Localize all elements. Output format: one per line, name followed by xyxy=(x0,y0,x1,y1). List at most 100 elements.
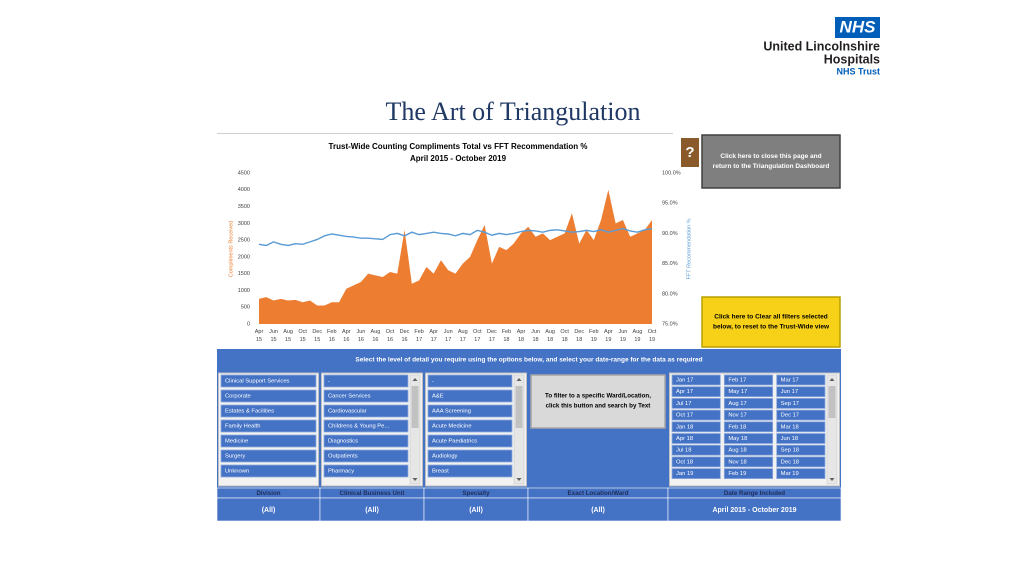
slicer-item-text[interactable]: Acute Paediatrics xyxy=(432,439,477,445)
close-button-box[interactable] xyxy=(701,134,841,189)
scroll-up[interactable] xyxy=(412,378,418,381)
slicer-item-box[interactable] xyxy=(220,404,317,418)
slicer-item[interactable]: A&E xyxy=(427,389,513,403)
slicer-item-text[interactable]: Feb 19 xyxy=(728,471,746,477)
slicer-item[interactable]: Jan 19 xyxy=(671,468,721,480)
slicer-item[interactable]: Acute Medicine xyxy=(427,419,513,433)
slicer-item-text[interactable]: Apr 17 xyxy=(676,389,693,395)
slicer-item-box[interactable] xyxy=(323,404,409,418)
slicer-item-box[interactable] xyxy=(723,468,774,480)
scroll-down[interactable] xyxy=(829,478,835,481)
close-button[interactable]: Click here to close this page and return … xyxy=(701,134,841,189)
slicer-item-box[interactable] xyxy=(671,468,721,480)
slicer-item-box[interactable] xyxy=(323,389,409,403)
slicer-item-text[interactable]: Cancer Services xyxy=(328,394,371,400)
slicer-item[interactable]: Mar 19 xyxy=(776,468,826,480)
slicer-item[interactable]: Feb 18 xyxy=(723,421,774,433)
slicer-item[interactable]: Nov 18 xyxy=(723,456,774,468)
slicer-item[interactable]: Surgery xyxy=(220,449,317,463)
clear-button[interactable]: Click here to Clear all filters selected… xyxy=(701,296,841,348)
slicer-item-text[interactable]: Sep 17 xyxy=(781,401,799,407)
slicer-item-box[interactable] xyxy=(776,468,826,480)
slicer-item-text[interactable]: Cardiovascular xyxy=(328,409,367,415)
help-button-box[interactable] xyxy=(681,138,699,167)
slicer-item-text[interactable]: Clinical Support Services xyxy=(225,379,290,385)
slicer-item-box[interactable] xyxy=(723,397,774,409)
slicer-item-text[interactable]: May 18 xyxy=(728,436,747,442)
slicer-item-text[interactable]: - xyxy=(328,379,330,385)
slicer-item-box[interactable] xyxy=(427,404,513,418)
slicer-item[interactable]: Childrens & Young Pe... xyxy=(323,419,409,433)
slicer-item[interactable]: - xyxy=(323,374,409,388)
slicer-item[interactable]: Medicine xyxy=(220,434,317,448)
slicer-item-box[interactable] xyxy=(220,449,317,463)
slicer-item-text[interactable]: Dec 18 xyxy=(781,459,799,465)
slicer-item-text[interactable]: Jun 18 xyxy=(781,436,798,442)
slicer-item-text[interactable]: Jun 17 xyxy=(781,389,798,395)
slicer-item-box[interactable] xyxy=(220,419,317,433)
slicer-item[interactable]: Feb 17 xyxy=(723,374,774,386)
scrollbar-thumb[interactable] xyxy=(828,386,836,418)
slicer-item-box[interactable] xyxy=(427,464,513,478)
slicer-item-text[interactable]: Nov 18 xyxy=(728,459,746,465)
slicer-item-box[interactable] xyxy=(723,409,774,421)
slicer-item-text[interactable]: Oct 18 xyxy=(676,459,693,465)
location-search-box[interactable] xyxy=(530,374,666,429)
scrollbar-thumb[interactable] xyxy=(411,386,419,428)
clear-button-box[interactable] xyxy=(701,296,841,348)
slicer-item-box[interactable] xyxy=(671,409,721,421)
slicer-item[interactable]: Breast xyxy=(427,464,513,478)
scrollbar-track[interactable] xyxy=(409,374,421,485)
slicer-item[interactable]: Audiology xyxy=(427,449,513,463)
scrollbar-track[interactable] xyxy=(826,374,838,485)
slicer-item[interactable]: Cardiovascular xyxy=(323,404,409,418)
slicer-item[interactable]: Clinical Support Services xyxy=(220,374,317,388)
slicer-item-text[interactable]: Dec 17 xyxy=(781,413,799,419)
slicer-item[interactable]: Jan 18 xyxy=(671,421,721,433)
slicer-item-text[interactable]: Jan 18 xyxy=(676,424,693,430)
slicer-item[interactable]: Dec 17 xyxy=(776,409,826,421)
slicer-item[interactable]: AAA Screening xyxy=(427,404,513,418)
slicer-item-text[interactable]: Feb 17 xyxy=(728,378,746,384)
slicer-item[interactable]: Outpatients xyxy=(323,449,409,463)
slicer-item-text[interactable]: Surgery xyxy=(225,454,245,460)
slicer-item-box[interactable] xyxy=(427,449,513,463)
slicer-item-text[interactable]: May 17 xyxy=(728,389,747,395)
slicer-item-text[interactable]: Apr 18 xyxy=(676,436,693,442)
slicer-item-text[interactable]: Unknown xyxy=(225,469,249,475)
close-button-text[interactable]: Click here to close this page and xyxy=(720,153,821,160)
slicer-item-text[interactable]: AAA Screening xyxy=(432,409,471,415)
slicer-item[interactable]: - xyxy=(427,374,513,388)
clear-button-text[interactable]: below, to reset to the Trust-Wide view xyxy=(713,324,830,331)
clear-button-text[interactable]: Click here to Clear all filters selected xyxy=(714,314,827,321)
slicer-item[interactable]: Mar 18 xyxy=(776,421,826,433)
slicer-item[interactable]: Aug 18 xyxy=(723,444,774,456)
scroll-up[interactable] xyxy=(829,378,835,381)
slicer-item-box[interactable] xyxy=(776,444,826,456)
slicer-item-box[interactable] xyxy=(723,433,774,444)
slicer-item-box[interactable] xyxy=(776,409,826,421)
slicer-item[interactable]: Mar 17 xyxy=(776,374,826,386)
slicer-item[interactable]: Jul 17 xyxy=(671,397,721,409)
slicer-item-text[interactable]: Aug 17 xyxy=(728,401,746,407)
slicer-item[interactable]: Family Health xyxy=(220,419,317,433)
slicer-item[interactable]: Feb 19 xyxy=(723,468,774,480)
slicer-item-text[interactable]: Acute Medicine xyxy=(432,424,472,430)
slicer-item[interactable]: Cancer Services xyxy=(323,389,409,403)
help-button-text[interactable]: ? xyxy=(685,144,694,161)
slicer-item-box[interactable] xyxy=(671,421,721,433)
slicer-item[interactable]: Unknown xyxy=(220,464,317,478)
slicer-item[interactable]: Acute Paediatrics xyxy=(427,434,513,448)
slicer-item-text[interactable]: Family Health xyxy=(225,424,260,430)
slicer-item-box[interactable] xyxy=(323,434,409,448)
slicer-item[interactable]: Sep 18 xyxy=(776,444,826,456)
slicer-item-text[interactable]: Diagnostics xyxy=(328,439,358,445)
slicer-item-box[interactable] xyxy=(776,397,826,409)
slicer-item-text[interactable]: Feb 18 xyxy=(728,424,746,430)
slicer-item-box[interactable] xyxy=(723,386,774,398)
slicer-item[interactable]: Jun 17 xyxy=(776,386,826,398)
scroll-down[interactable] xyxy=(412,478,418,481)
slicer-item-box[interactable] xyxy=(671,444,721,456)
slicer-item[interactable]: Oct 18 xyxy=(671,456,721,468)
slicer-item-text[interactable]: Corporate xyxy=(225,394,251,400)
